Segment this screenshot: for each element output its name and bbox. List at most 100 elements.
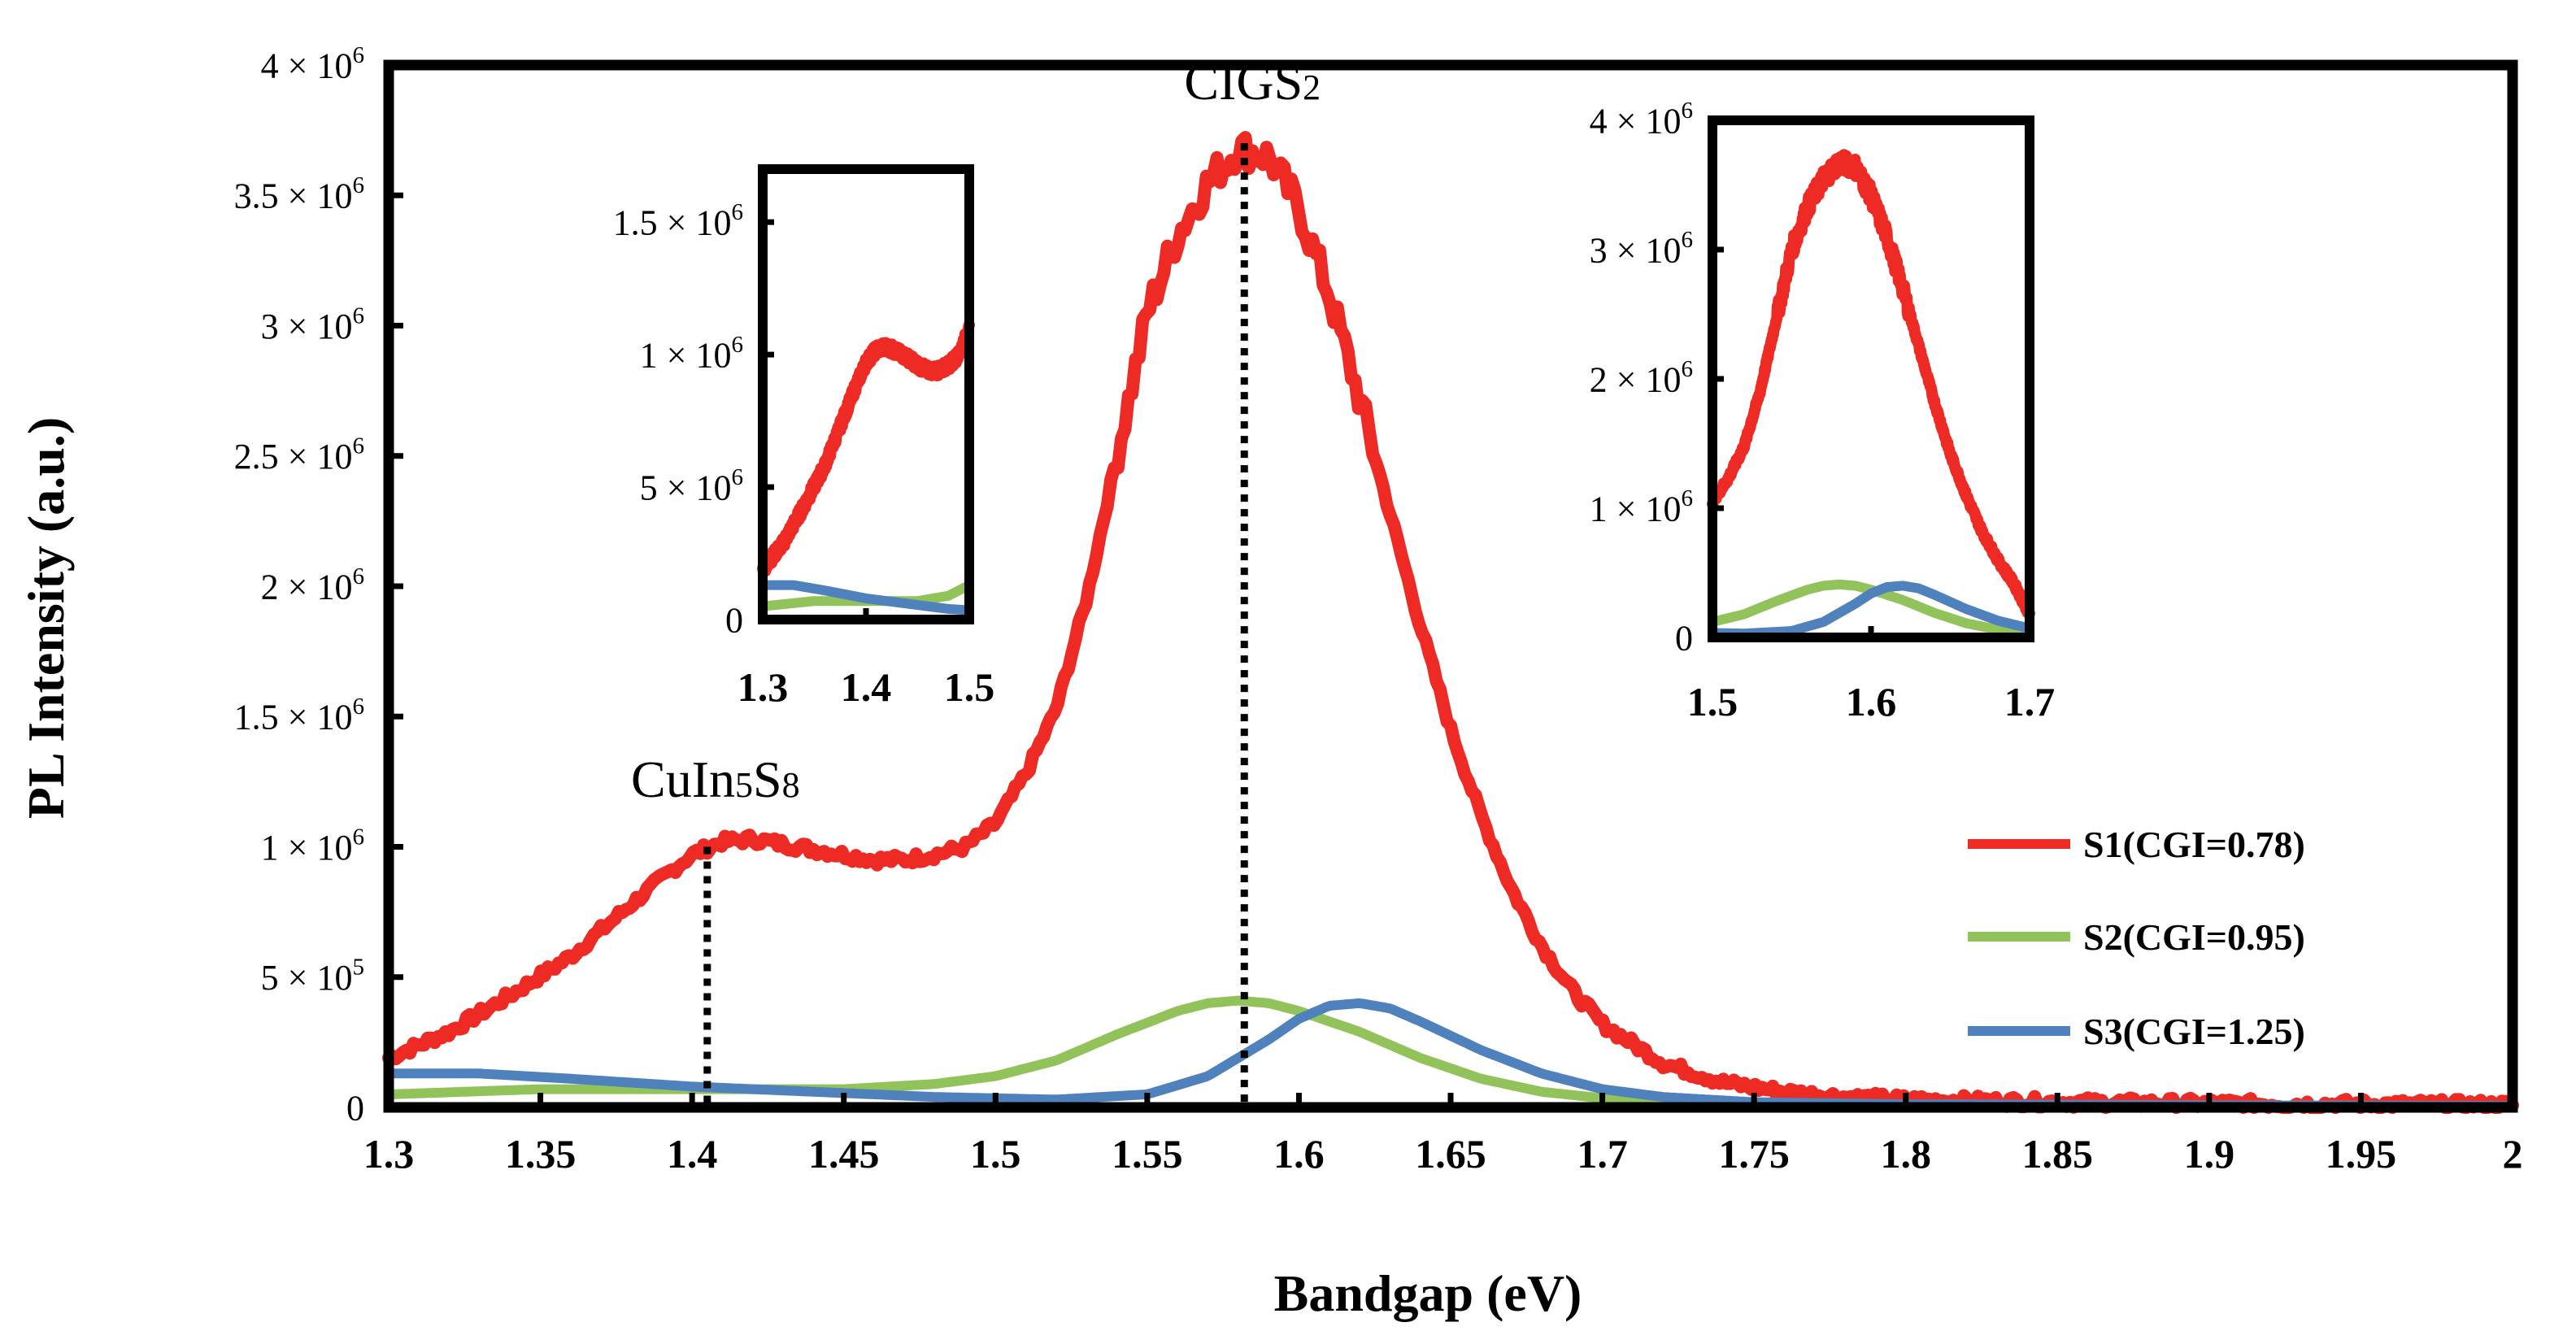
legend-label-s2: S2(CGI=0.95) [2083, 916, 2305, 958]
inset-right-x-tick-label-1-7: 1.7 [2004, 679, 2056, 724]
main-y-tick-mantissa: 4 × 10 [261, 46, 353, 85]
main-y-tick-label-0: 0 [346, 1088, 364, 1128]
main-x-tick-label-1-9: 1.9 [2184, 1131, 2235, 1177]
inset-right-y-tick-exponent: 6 [1681, 98, 1693, 124]
main-x-tick-label-1-7: 1.7 [1577, 1131, 1628, 1177]
main-y-tick-mantissa: 5 × 10 [261, 958, 353, 998]
inset-left-x-tick-label-1-4: 1.4 [841, 664, 892, 710]
inset-right-y-tick-mantissa: 4 × 10 [1590, 101, 1682, 141]
main-x-tick-label-1-85: 1.85 [2022, 1131, 2094, 1177]
inset-left-x-tick-label-1-3: 1.3 [738, 664, 789, 710]
inset-right-y-tick-exponent: 6 [1681, 485, 1693, 511]
main-x-tick-label-1-4: 1.4 [667, 1131, 718, 1177]
inset-right-y-tick-label-1-10: 1 × 106 [1590, 485, 1693, 528]
main-y-tick-mantissa: 2.5 × 10 [234, 437, 353, 476]
main-y-tick-mantissa: 1 × 10 [261, 828, 353, 868]
main-x-tick-label-1-75: 1.75 [1718, 1131, 1790, 1177]
main-y-tick-exponent: 6 [352, 172, 364, 198]
legend-item-s3: S3(CGI=1.25) [1968, 1011, 2305, 1052]
main-y-tick-exponent: 6 [352, 563, 364, 589]
peak-label-text: S [753, 750, 782, 808]
inset-right-series-layer [1707, 149, 2035, 639]
main-y-tick-exponent: 6 [352, 433, 364, 459]
inset-right-y-tick-exponent: 6 [1681, 227, 1693, 253]
inset-right-series-s3-cgi-1-25 [1708, 581, 2034, 639]
inset-left-x-tick-label-1-5: 1.5 [944, 664, 995, 710]
inset-left-y-tick-label-1-5-10: 1.5 × 106 [613, 199, 743, 242]
peak-label-text: CuIn [631, 750, 735, 808]
inset-left-y-tick-exponent: 6 [731, 332, 743, 358]
peak-label-subscript: 2 [1303, 67, 1321, 107]
inset-left-x-ticks: 1.3 1.4 1.5 [738, 608, 995, 710]
main-x-axis-ticks: 1.3 1.35 1.4 1.45 1.5 1.55 1.6 1.65 1.7 1.75 1.8 1.… [363, 1093, 2523, 1177]
main-y-tick-mantissa: 3.5 × 10 [234, 176, 353, 216]
legend-label-s1: S1(CGI=0.78) [2083, 824, 2305, 865]
inset-left-y-tick-exponent: 6 [731, 464, 743, 490]
inset-right-y-tick-label-0: 0 [1675, 618, 1693, 658]
main-x-tick-label-1-95: 1.95 [2326, 1131, 2397, 1177]
inset-right-y-tick-mantissa: 3 × 10 [1590, 230, 1682, 270]
main-y-tick-label-1-5-10: 1.5 × 106 [234, 694, 364, 737]
main-y-tick-label-5-10: 5 × 105 [261, 955, 364, 998]
main-y-tick-exponent: 6 [352, 302, 364, 328]
inset-left-y-tick-label-5-10: 5 × 106 [640, 464, 743, 507]
inset-left-y-tick-label-1-10: 1 × 106 [640, 332, 743, 375]
legend-label-s3: S3(CGI=1.25) [2083, 1011, 2305, 1052]
x-axis-title: Bandgap (eV) [1274, 1264, 1582, 1322]
main-y-tick-mantissa: 1.5 × 10 [234, 698, 353, 737]
inset-left-y-tick-mantissa: 5 × 10 [640, 468, 732, 507]
main-y-tick-mantissa: 3 × 10 [261, 307, 353, 346]
inset-left-y-tick-label-0: 0 [725, 600, 743, 640]
main-y-tick-exponent: 6 [352, 824, 364, 850]
main-x-tick-label-1-65: 1.65 [1415, 1131, 1486, 1177]
main-x-tick-label-1-55: 1.55 [1112, 1131, 1183, 1177]
main-y-tick-label-2-5-10: 2.5 × 106 [234, 433, 364, 476]
inset-left-series-s3-cgi-1-25 [758, 580, 974, 615]
peak-label-subscript: 8 [782, 765, 800, 805]
main-y-tick-exponent: 5 [352, 955, 364, 981]
main-y-tick-exponent: 6 [352, 694, 364, 720]
inset-right-x-tick-label-1-5: 1.5 [1687, 679, 1738, 724]
inset-right-y-tick-label-4-10: 4 × 106 [1590, 98, 1693, 141]
inset-right-y-tick-mantissa: 2 × 10 [1590, 359, 1682, 399]
peak-label-cuin5s8: CuIn5S8 [631, 750, 800, 808]
inset-right-y-tick-label-3-10: 3 × 106 [1590, 227, 1693, 270]
inset-right-y-tick-exponent: 6 [1681, 356, 1693, 382]
main-y-tick-exponent: 6 [352, 42, 364, 68]
inset-left-series-layer [757, 319, 975, 615]
inset-left-y-tick-exponent: 6 [731, 199, 743, 225]
main-x-tick-label-1-5: 1.5 [970, 1131, 1021, 1177]
legend-item-s1: S1(CGI=0.78) [1968, 824, 2305, 865]
main-x-tick-label-1-8: 1.8 [1880, 1131, 1931, 1177]
inset-right-series-s1-cgi-0-78 [1707, 149, 2035, 620]
main-x-tick-label-1-35: 1.35 [505, 1131, 577, 1177]
main-x-tick-label-1-3: 1.3 [363, 1131, 415, 1177]
main-y-tick-label-4-10: 4 × 106 [261, 42, 364, 85]
inset-right-x-tick-label-1-6: 1.6 [1846, 679, 1897, 724]
main-x-tick-label-1-6: 1.6 [1273, 1131, 1325, 1177]
peak-label-subscript: 5 [735, 765, 753, 805]
inset-right-y-tick-mantissa: 1 × 10 [1590, 489, 1682, 528]
main-x-tick-label-1-45: 1.45 [808, 1131, 880, 1177]
legend-item-s2: S2(CGI=0.95) [1968, 916, 2305, 958]
main-y-tick-mantissa: 2 × 10 [261, 567, 353, 607]
main-x-tick-label-2: 2 [2503, 1131, 2523, 1177]
inset-right-x-ticks: 1.5 1.6 1.7 [1687, 626, 2056, 724]
main-y-tick-label-3-5-10: 3.5 × 106 [234, 172, 364, 215]
inset-left-y-tick-mantissa: 1.5 × 10 [613, 203, 732, 243]
inset-left-series-s1-cgi-0-78 [757, 319, 975, 579]
main-y-tick-label-2-10: 2 × 106 [261, 563, 364, 607]
inset-left-y-tick-mantissa: 1 × 10 [640, 336, 732, 376]
main-y-tick-label-1-10: 1 × 106 [261, 824, 364, 867]
y-axis-title: PL Intensity (a.u.) [17, 417, 75, 819]
inset-right-y-tick-label-2-10: 2 × 106 [1590, 356, 1693, 399]
main-y-tick-label-3-10: 3 × 106 [261, 302, 364, 346]
legend: S1(CGI=0.78) S2(CGI=0.95) S3(CGI=1.25) [1968, 824, 2305, 1052]
